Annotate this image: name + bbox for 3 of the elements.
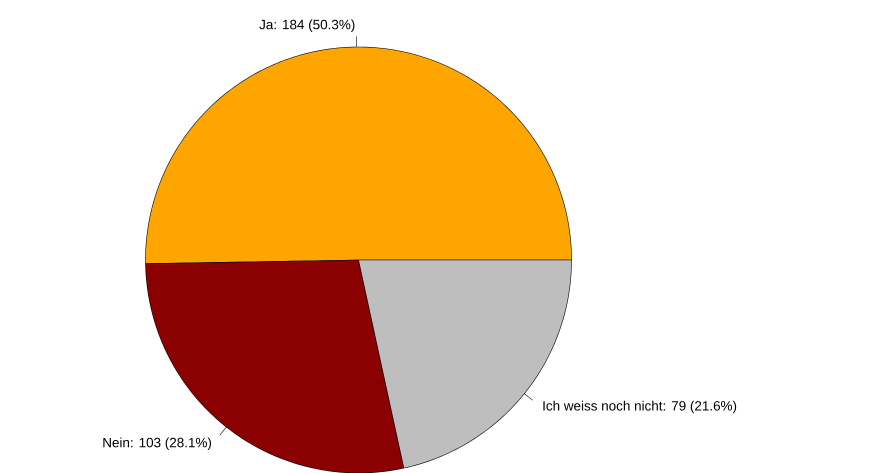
slice-label: Ich weiss noch nicht: 79 (21.6%) xyxy=(543,400,736,414)
slice-label: Nein: 103 (28.1%) xyxy=(103,437,212,450)
slice-label: Ja: 184 (50.3%) xyxy=(259,19,354,32)
